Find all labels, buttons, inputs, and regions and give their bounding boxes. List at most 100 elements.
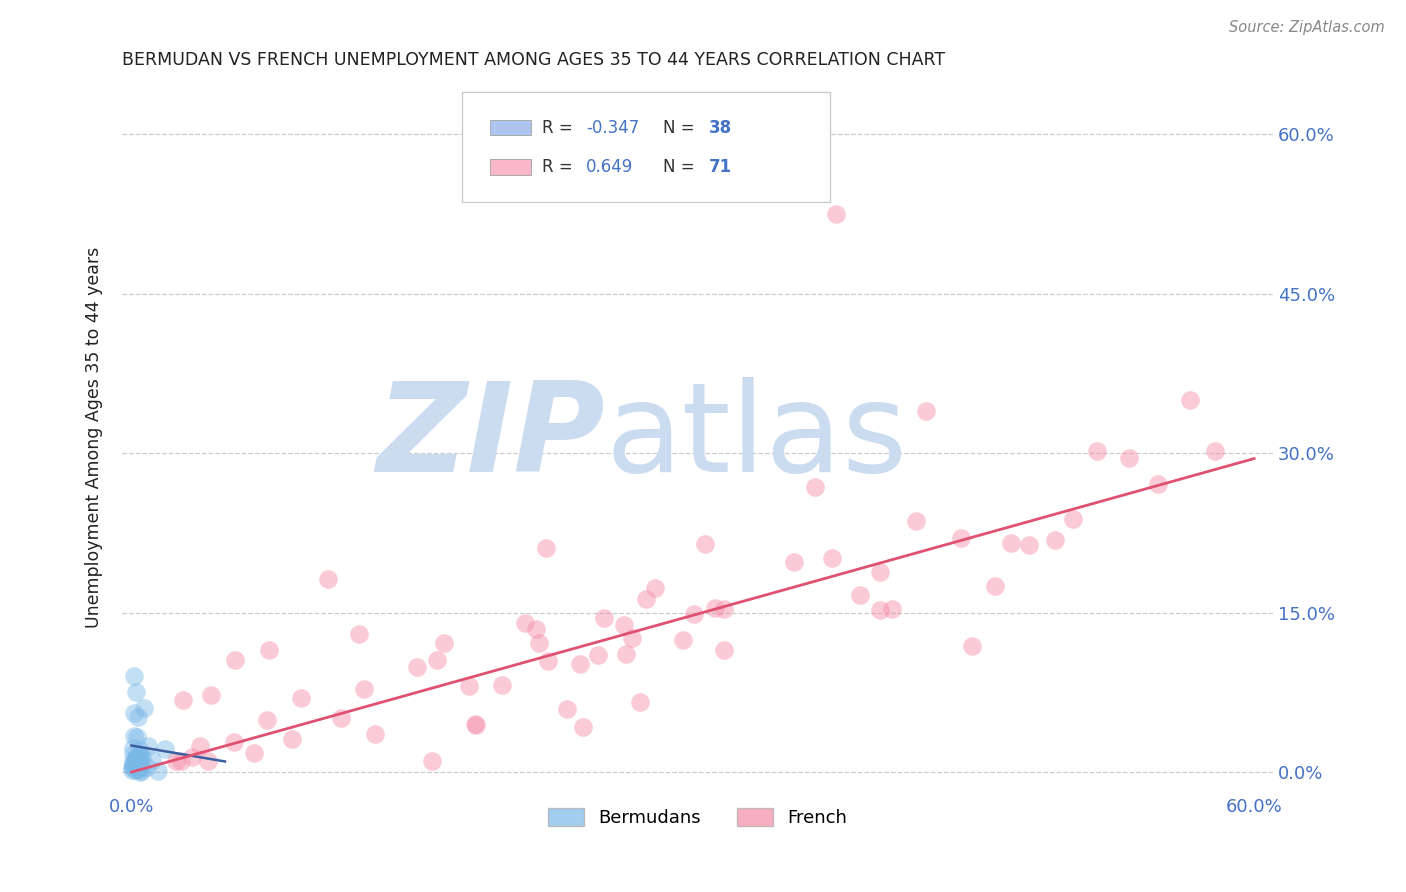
Point (880, 602, 903, 616)
Point (592, 610, 614, 624)
Point (1085, 444, 1108, 458)
Point (824, 207, 846, 221)
Point (537, 654, 560, 668)
Point (121, 763, 143, 777)
Point (127, 762, 149, 776)
Point (983, 579, 1005, 593)
Point (128, 753, 150, 767)
Point (849, 588, 872, 602)
Point (704, 600, 727, 615)
Point (290, 691, 312, 706)
Point (124, 752, 146, 766)
Point (222, 735, 245, 749)
Point (136, 739, 159, 754)
Legend: Bermudans, French: Bermudans, French (540, 800, 855, 834)
Point (170, 755, 193, 769)
Point (200, 689, 222, 703)
Text: atlas: atlas (606, 376, 907, 498)
FancyBboxPatch shape (491, 120, 530, 136)
Text: 0.649: 0.649 (586, 158, 633, 176)
Point (243, 746, 266, 760)
Point (128, 760, 150, 774)
Point (426, 653, 449, 667)
Point (129, 743, 152, 757)
Point (122, 740, 145, 755)
Point (1062, 512, 1084, 526)
Point (433, 636, 456, 650)
Point (572, 720, 595, 734)
Point (127, 709, 149, 723)
Point (465, 718, 488, 732)
Point (256, 713, 278, 727)
Point (125, 758, 148, 772)
Point (172, 693, 194, 707)
Point (259, 643, 281, 657)
Point (132, 701, 155, 715)
Text: N =: N = (662, 158, 700, 176)
Point (950, 531, 973, 545)
Point (124, 763, 146, 777)
Point (628, 695, 651, 709)
Point (682, 607, 704, 621)
Point (803, 480, 825, 494)
Point (904, 514, 927, 528)
Point (153, 742, 176, 756)
Point (122, 747, 145, 761)
Point (491, 678, 513, 692)
Point (644, 581, 666, 595)
Point (1000, 536, 1022, 550)
Point (121, 760, 143, 774)
Point (915, 404, 938, 418)
Point (347, 627, 370, 641)
Point (636, 591, 658, 606)
Point (128, 747, 150, 762)
Point (869, 602, 891, 616)
Point (353, 681, 375, 696)
FancyBboxPatch shape (491, 159, 530, 175)
Point (555, 702, 578, 716)
Point (125, 758, 148, 772)
Point (1147, 476, 1170, 491)
Point (464, 716, 486, 731)
Point (122, 669, 145, 683)
Point (136, 760, 159, 774)
Point (122, 758, 145, 772)
Point (165, 755, 187, 769)
Point (128, 764, 150, 779)
Point (458, 679, 481, 693)
Point (141, 753, 163, 767)
Point (713, 602, 735, 616)
Point (672, 633, 695, 648)
Point (695, 537, 717, 551)
Text: 38: 38 (709, 119, 733, 136)
Point (122, 729, 145, 743)
Point (181, 749, 204, 764)
Text: 71: 71 (709, 158, 733, 176)
Text: R =: R = (543, 158, 583, 176)
Point (197, 755, 219, 769)
Point (131, 751, 153, 765)
Point (148, 764, 170, 778)
FancyBboxPatch shape (461, 92, 830, 202)
Point (125, 730, 148, 744)
Point (405, 660, 427, 674)
Point (420, 755, 443, 769)
Point (527, 636, 550, 650)
Point (124, 752, 146, 766)
Point (513, 615, 536, 630)
Point (962, 639, 984, 653)
Point (1178, 393, 1201, 408)
Y-axis label: Unemployment Among Ages 35 to 44 years: Unemployment Among Ages 35 to 44 years (86, 247, 103, 628)
Point (586, 648, 609, 663)
Text: ZIP: ZIP (377, 376, 606, 498)
Point (1018, 538, 1040, 552)
Point (1045, 533, 1067, 547)
Point (534, 541, 557, 555)
Point (614, 647, 637, 661)
Text: Source: ZipAtlas.com: Source: ZipAtlas.com (1229, 20, 1385, 35)
Point (524, 623, 547, 637)
Point (1118, 450, 1140, 465)
Point (127, 748, 149, 763)
Point (713, 643, 735, 657)
Point (128, 763, 150, 777)
